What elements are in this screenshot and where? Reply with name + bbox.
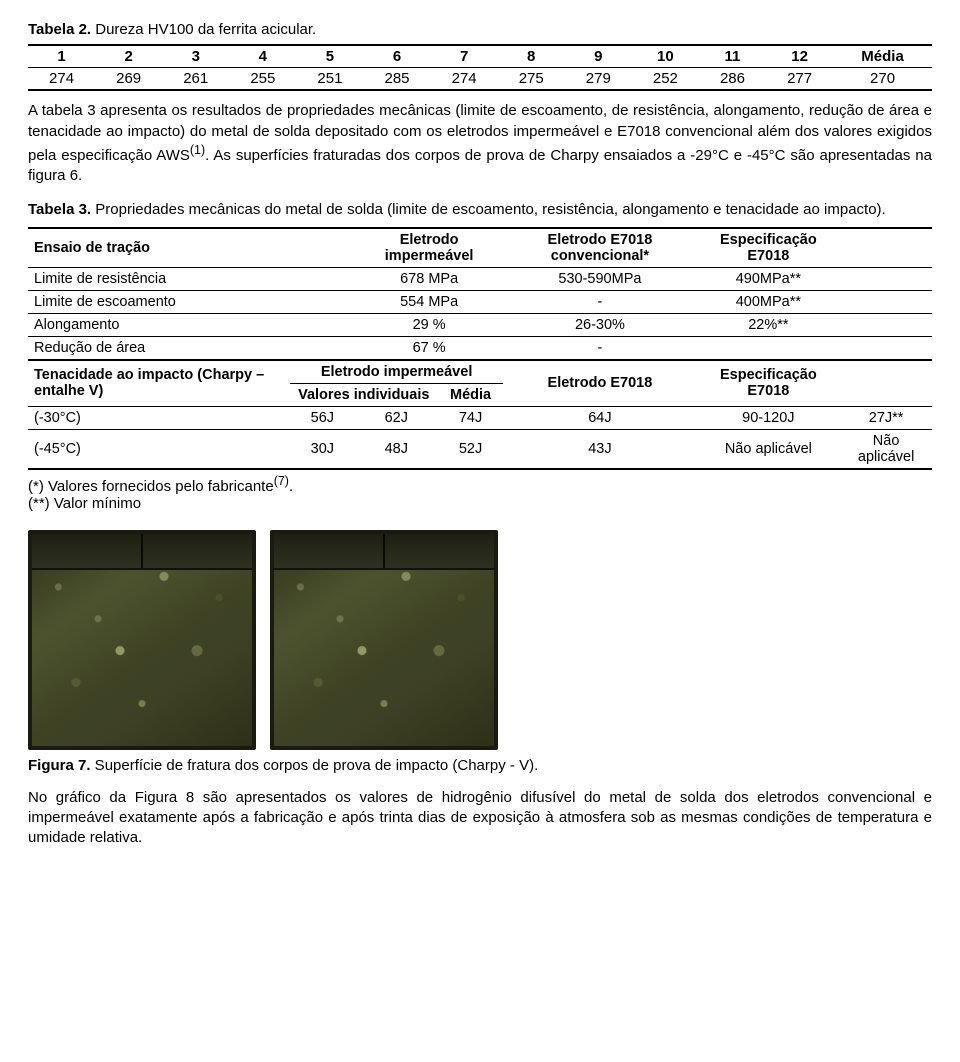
th-valores-individuais: Valores individuais <box>290 383 438 406</box>
tabela2-th: 5 <box>296 45 363 68</box>
tabela2-td: 252 <box>632 68 699 91</box>
tabela2-caption: Tabela 2. Dureza HV100 da ferrita acicul… <box>28 20 932 40</box>
th-e7018: Eletrodo E7018 <box>503 360 696 407</box>
figura7-images <box>28 530 932 750</box>
tabela2-td: 261 <box>162 68 229 91</box>
tabela2-value-row: 274269261255251285274275279252286277270 <box>28 68 932 91</box>
tabela2-th: 2 <box>95 45 162 68</box>
specimen-left <box>28 530 256 750</box>
tabela2-td: 274 <box>431 68 498 91</box>
tabela2-th: 4 <box>229 45 296 68</box>
t3-imp: 67 % <box>355 336 503 360</box>
tabela2: 123456789101112Média 2742692612552512852… <box>28 44 932 91</box>
th-ensaio: Ensaio de tração <box>28 228 355 268</box>
th-especificacao: Especificação E7018 <box>697 228 841 268</box>
tabela2-th: 7 <box>431 45 498 68</box>
t3-v2: 62J <box>355 406 438 429</box>
t3-conv: 530-590MPa <box>503 267 696 290</box>
th-spec-2: Especificação E7018 <box>697 360 841 407</box>
t3-imp: 29 % <box>355 313 503 336</box>
t3-v2: 48J <box>355 429 438 469</box>
tabela2-th: 11 <box>699 45 766 68</box>
tabela3-caption-lead: Tabela 3. <box>28 201 91 218</box>
figura7-caption: Figura 7. Superfície de fratura dos corp… <box>28 756 932 776</box>
tabela3-header-row-bottom-1: Tenacidade ao impacto (Charpy – entalhe … <box>28 360 932 384</box>
tabela3-header-row-top: Ensaio de tração Eletrodo impermeável El… <box>28 228 932 268</box>
tabela2-th: 10 <box>632 45 699 68</box>
t3-imp: 554 MPa <box>355 290 503 313</box>
th-media: Média <box>438 383 504 406</box>
th-impermeavel: Eletrodo impermeável <box>355 228 503 268</box>
t3-label: (-30°C) <box>28 406 290 429</box>
t3-v3: 52J <box>438 429 504 469</box>
t3-spec: 400MPa** <box>697 290 841 313</box>
t3-imp: 678 MPa <box>355 267 503 290</box>
t3-v3: 74J <box>438 406 504 429</box>
tabela2-th: 6 <box>363 45 430 68</box>
tabela2-caption-rest: Dureza HV100 da ferrita acicular. <box>91 21 316 38</box>
t3-e7018: 90-120J <box>697 406 841 429</box>
tabela3-caption-rest: Propriedades mecânicas do metal de solda… <box>91 201 886 218</box>
tabela2-td: 277 <box>766 68 833 91</box>
tabela2-td: 251 <box>296 68 363 91</box>
t3-v1: 56J <box>290 406 355 429</box>
t3-conv: - <box>503 336 696 360</box>
ref-sup-1: (1) <box>190 143 205 157</box>
t3-e7018: Não aplicável <box>697 429 841 469</box>
tabela3-row: Limite de escoamento554 MPa-400MPa** <box>28 290 932 313</box>
t3-label: (-45°C) <box>28 429 290 469</box>
t3-v1: 30J <box>290 429 355 469</box>
t3-label: Limite de resistência <box>28 267 355 290</box>
tabela3-row: (-30°C)56J62J74J64J90-120J27J** <box>28 406 932 429</box>
tabela3-caption: Tabela 3. Propriedades mecânicas do meta… <box>28 200 932 220</box>
t3-spec: 27J** <box>840 406 932 429</box>
tabela3-row: Limite de resistência678 MPa530-590MPa49… <box>28 267 932 290</box>
tabela2-th: 9 <box>565 45 632 68</box>
t3-conv: - <box>503 290 696 313</box>
tabela3-row: Alongamento29 %26-30%22%** <box>28 313 932 336</box>
figura7-caption-lead: Figura 7. <box>28 757 91 774</box>
tabela2-td: 270 <box>833 68 932 91</box>
tabela3-footnotes: (*) Valores fornecidos pelo fabricante(7… <box>28 474 932 512</box>
tabela2-td: 279 <box>565 68 632 91</box>
tabela2-header-row: 123456789101112Média <box>28 45 932 68</box>
paragraph-2: No gráfico da Figura 8 são apresentados … <box>28 788 932 849</box>
tabela2-td: 274 <box>28 68 95 91</box>
tabela2-th: Média <box>833 45 932 68</box>
t3-label: Limite de escoamento <box>28 290 355 313</box>
tabela2-td: 269 <box>95 68 162 91</box>
tabela2-td: 286 <box>699 68 766 91</box>
figura7-caption-rest: Superfície de fratura dos corpos de prov… <box>91 757 539 774</box>
t3-label: Redução de área <box>28 336 355 360</box>
tabela2-caption-lead: Tabela 2. <box>28 21 91 38</box>
tabela2-th: 1 <box>28 45 95 68</box>
ref-sup-7: (7) <box>274 474 289 488</box>
t3-spec <box>697 336 841 360</box>
th-tenacidade: Tenacidade ao impacto (Charpy – entalhe … <box>28 360 290 407</box>
tabela2-th: 8 <box>498 45 565 68</box>
th-impermeavel-2: Eletrodo impermeável <box>290 360 504 384</box>
t3-spec: 490MPa** <box>697 267 841 290</box>
specimen-right <box>270 530 498 750</box>
tabela2-th: 12 <box>766 45 833 68</box>
tabela3-row: Redução de área67 %- <box>28 336 932 360</box>
t3-media: 64J <box>503 406 696 429</box>
t3-spec: 22%** <box>697 313 841 336</box>
tabela3: Ensaio de tração Eletrodo impermeável El… <box>28 227 932 470</box>
t3-label: Alongamento <box>28 313 355 336</box>
tabela2-th: 3 <box>162 45 229 68</box>
th-convencional: Eletrodo E7018 convencional* <box>503 228 696 268</box>
paragraph-1: A tabela 3 apresenta os resultados de pr… <box>28 101 932 186</box>
t3-media: 43J <box>503 429 696 469</box>
t3-spec: Não aplicável <box>840 429 932 469</box>
tabela2-td: 275 <box>498 68 565 91</box>
tabela2-td: 255 <box>229 68 296 91</box>
tabela3-row: (-45°C)30J48J52J43JNão aplicávelNão apli… <box>28 429 932 469</box>
tabela2-td: 285 <box>363 68 430 91</box>
t3-conv: 26-30% <box>503 313 696 336</box>
